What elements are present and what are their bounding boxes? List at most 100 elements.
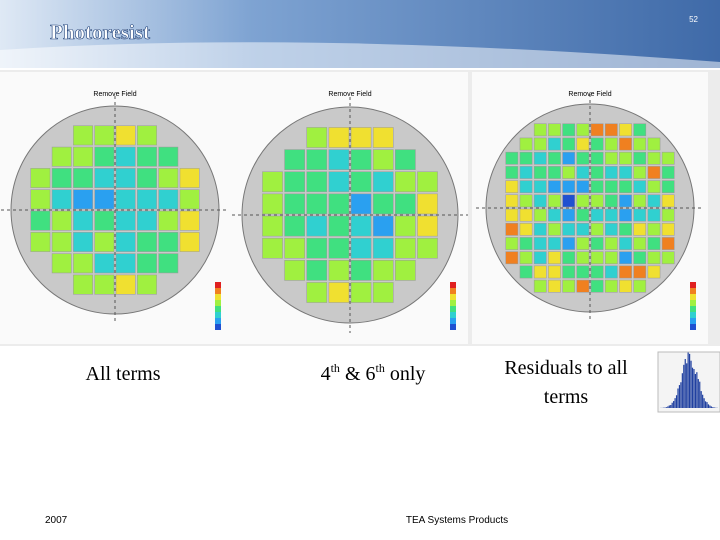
caption: 4th & 6th only — [321, 361, 426, 385]
field — [533, 166, 547, 179]
field — [619, 265, 632, 279]
field — [619, 151, 632, 165]
field — [179, 189, 200, 210]
histogram-bar — [696, 372, 698, 408]
field — [647, 180, 661, 194]
histogram-bar — [709, 405, 711, 408]
field — [30, 210, 51, 231]
colorbar-step — [450, 318, 456, 324]
field — [633, 279, 647, 293]
footer-company: TEA Systems Products — [406, 515, 508, 526]
field — [604, 251, 618, 265]
field — [505, 166, 519, 179]
field — [519, 251, 533, 265]
field — [633, 180, 647, 194]
field — [647, 137, 661, 151]
field — [350, 149, 372, 170]
field — [576, 251, 590, 265]
header-swoosh — [0, 42, 720, 68]
field — [619, 251, 632, 265]
field — [115, 232, 136, 252]
field — [647, 237, 661, 250]
field — [604, 208, 618, 222]
field — [350, 282, 372, 303]
field — [137, 189, 157, 210]
field — [158, 189, 179, 210]
field — [604, 265, 618, 279]
field — [548, 222, 561, 236]
histogram-bar — [690, 360, 692, 408]
colorbar-step — [450, 294, 456, 300]
field — [590, 208, 604, 222]
field — [94, 168, 115, 188]
field — [533, 123, 547, 137]
field — [661, 151, 675, 165]
field — [306, 215, 328, 237]
field — [372, 282, 394, 303]
field — [562, 137, 576, 151]
field — [619, 180, 632, 194]
colorbar-step — [450, 312, 456, 318]
field — [590, 279, 604, 293]
field — [576, 279, 590, 293]
field — [633, 166, 647, 179]
field — [661, 222, 675, 236]
field — [51, 168, 72, 188]
field — [562, 208, 576, 222]
field — [115, 168, 136, 188]
field — [417, 215, 438, 237]
field — [158, 253, 179, 274]
field — [604, 151, 618, 165]
field — [284, 237, 305, 259]
histogram-bar — [686, 363, 688, 408]
field — [533, 194, 547, 208]
field — [647, 251, 661, 265]
field — [576, 222, 590, 236]
field — [51, 210, 72, 231]
field — [576, 166, 590, 179]
field — [604, 194, 618, 208]
colorbar-step — [450, 288, 456, 294]
field — [73, 125, 93, 146]
field — [661, 180, 675, 194]
field — [115, 210, 136, 231]
field — [633, 265, 647, 279]
field — [372, 215, 394, 237]
histogram-bar — [713, 407, 715, 408]
field — [590, 251, 604, 265]
field — [137, 168, 157, 188]
field — [647, 265, 661, 279]
caption-part: 4 — [321, 363, 331, 385]
field — [306, 127, 328, 148]
field — [562, 265, 576, 279]
field — [590, 265, 604, 279]
field — [372, 127, 394, 148]
wafer-map: Remove Field — [0, 72, 233, 344]
field — [647, 151, 661, 165]
histogram-bar — [680, 382, 682, 408]
field — [328, 215, 350, 237]
field — [505, 151, 519, 165]
field — [505, 237, 519, 250]
histogram-bar — [689, 353, 691, 408]
field — [328, 127, 350, 148]
colorbar-step — [690, 300, 696, 306]
field — [619, 279, 632, 293]
field — [417, 237, 438, 259]
field — [350, 260, 372, 281]
field — [562, 151, 576, 165]
field — [576, 208, 590, 222]
field — [533, 137, 547, 151]
field — [533, 208, 547, 222]
field — [519, 137, 533, 151]
field — [619, 237, 632, 250]
field — [619, 166, 632, 179]
histogram-bar — [700, 391, 702, 408]
field — [51, 189, 72, 210]
field — [51, 232, 72, 252]
field — [590, 123, 604, 137]
field — [661, 194, 675, 208]
field — [519, 237, 533, 250]
page-number: 52 — [689, 15, 698, 24]
field — [533, 180, 547, 194]
